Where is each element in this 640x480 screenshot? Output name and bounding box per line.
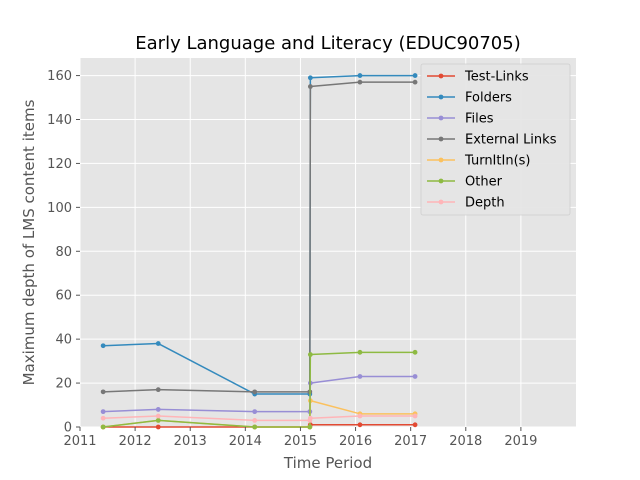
y-tick-label: 60 (55, 289, 72, 304)
x-tick-label: 2015 (284, 434, 317, 449)
x-tick-label: 2012 (119, 434, 152, 449)
data-point (357, 374, 363, 379)
data-point (307, 424, 313, 430)
data-point (155, 418, 161, 423)
legend-item: Other (427, 175, 503, 190)
data-point (412, 374, 418, 379)
data-point (155, 413, 161, 419)
legend-swatch-marker (438, 115, 444, 121)
legend-item: Files (427, 112, 494, 127)
legend: Test-Links Folders Files External Links Turn… (420, 63, 571, 216)
y-tick-label: 80 (55, 245, 72, 260)
data-point (252, 424, 258, 430)
data-point (100, 343, 106, 349)
x-tick-label: 2016 (339, 434, 372, 449)
x-tick-label: 2014 (229, 434, 262, 449)
data-point (155, 341, 161, 346)
y-tick-label: 100 (47, 201, 72, 216)
data-point (412, 413, 418, 419)
data-point (307, 415, 313, 421)
axis-ticks: 2011 2012 2013 2014 2015 2016 2017 2018 2019 0 20 4… (47, 69, 537, 449)
data-point (100, 424, 106, 430)
data-point (357, 79, 363, 85)
x-tick-label: 2013 (174, 434, 207, 449)
data-point (100, 415, 106, 421)
legend-swatch-marker (438, 94, 444, 100)
data-point (252, 418, 258, 423)
x-tick-label: 2018 (449, 434, 482, 449)
legend-swatch-marker (438, 178, 444, 184)
data-point (357, 73, 363, 78)
data-point (252, 389, 258, 395)
legend-item: Test-Links (427, 70, 529, 85)
legend-label: Test-Links (464, 70, 529, 85)
legend-item: Folders (427, 91, 512, 106)
series-depth (100, 413, 418, 423)
legend-swatch-marker (438, 157, 444, 163)
data-point (307, 84, 313, 89)
y-tick-label: 0 (64, 421, 72, 436)
x-tick-label: 2017 (394, 434, 427, 449)
data-point (155, 424, 161, 430)
legend-item: TurnItIn(s) (427, 154, 530, 169)
data-point (357, 413, 363, 419)
data-point (307, 352, 313, 357)
data-point (155, 407, 161, 412)
x-tick-label: 2011 (63, 434, 96, 449)
x-tick-label: 2019 (504, 434, 537, 449)
y-tick-label: 20 (55, 377, 72, 392)
y-tick-label: 160 (47, 69, 72, 84)
legend-label: TurnItIn(s) (464, 154, 530, 169)
data-point (252, 409, 258, 415)
legend-label: Depth (465, 196, 505, 211)
data-point (412, 349, 418, 355)
legend-item: External Links (427, 133, 557, 148)
data-point (412, 422, 418, 428)
series-layer (100, 73, 418, 430)
data-point (100, 389, 106, 395)
y-tick-label: 120 (47, 157, 72, 172)
legend-swatch-marker (438, 136, 444, 142)
legend-swatch-marker (438, 73, 444, 79)
data-point (155, 387, 161, 393)
data-point (412, 79, 418, 85)
legend-box (420, 63, 571, 216)
x-axis-label: Time Period (283, 454, 372, 472)
data-point (307, 75, 313, 81)
y-tick-label: 40 (55, 333, 72, 348)
legend-label: Folders (465, 91, 512, 106)
series-other (100, 349, 418, 430)
y-tick-label: 140 (47, 113, 72, 128)
legend-label: Files (465, 112, 494, 127)
legend-label: External Links (465, 133, 557, 148)
chart-title: Early Language and Literacy (EDUC90705) (135, 33, 520, 54)
data-point (357, 422, 363, 428)
legend-swatch-marker (438, 199, 444, 205)
legend-label: Other (465, 175, 503, 190)
data-point (357, 349, 363, 355)
data-point (412, 73, 418, 78)
y-axis-label: Maximum depth of LMS content items (20, 99, 38, 385)
data-point (100, 409, 106, 415)
legend-item: Depth (427, 196, 505, 211)
